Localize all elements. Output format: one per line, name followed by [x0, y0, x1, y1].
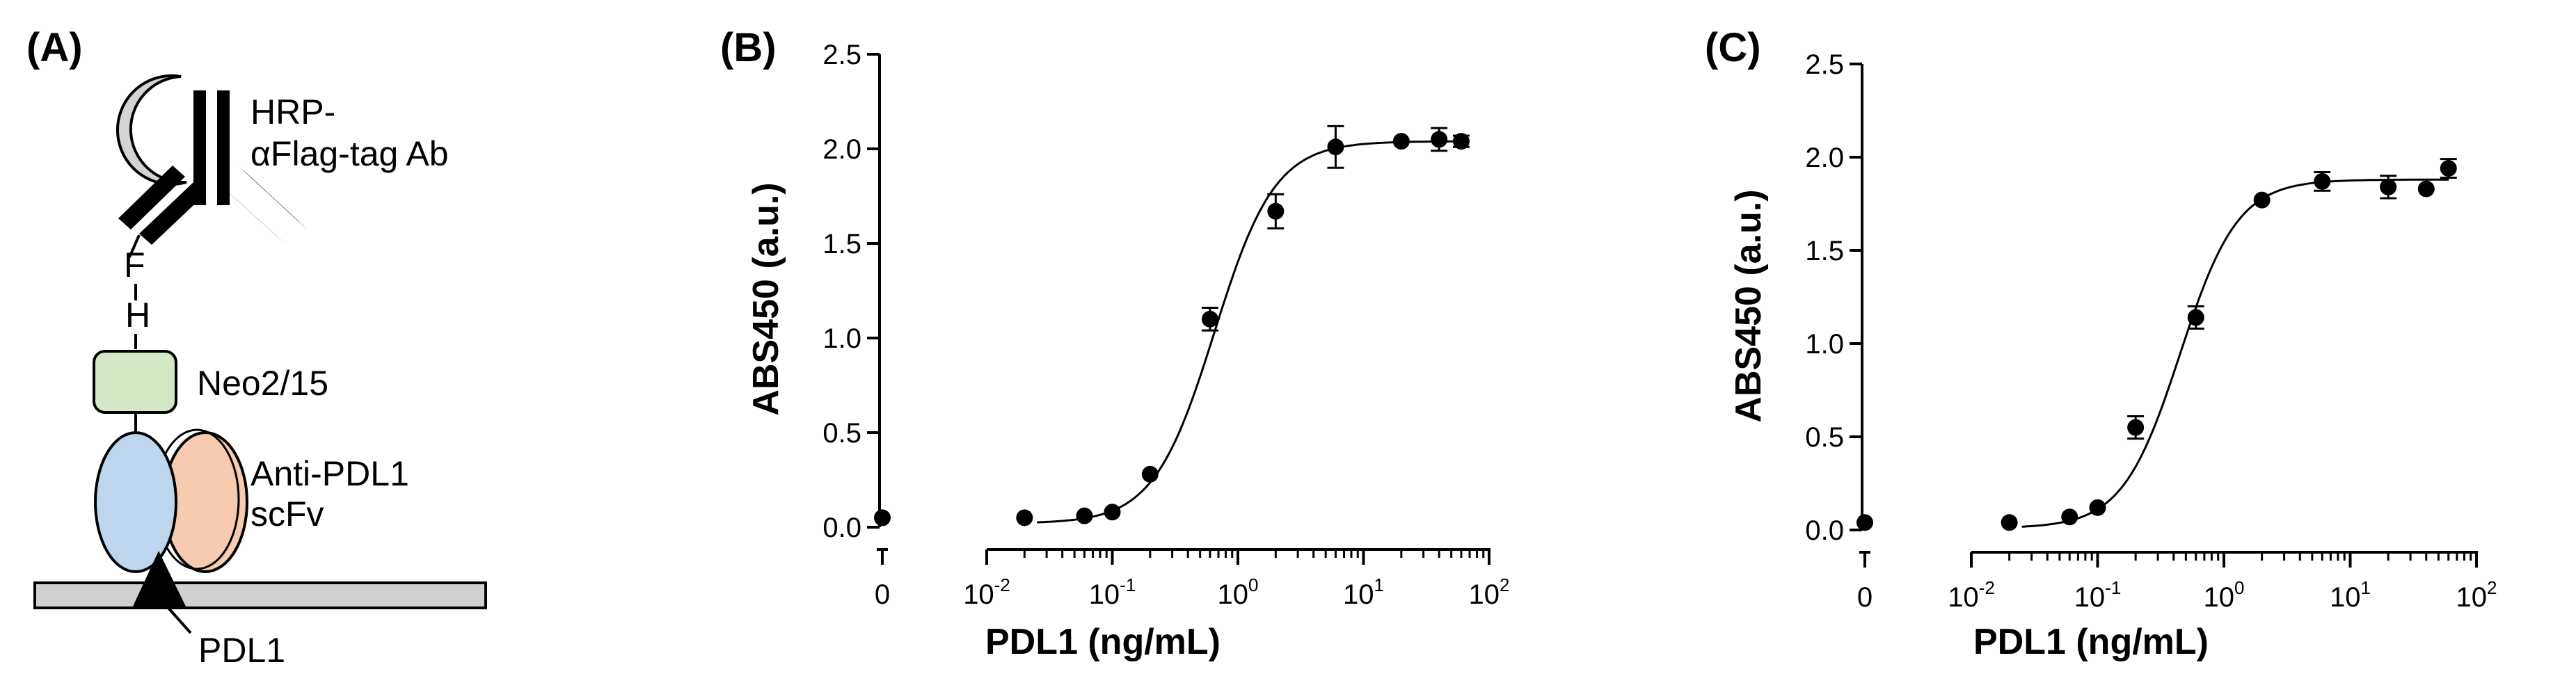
y-tick-label: 0.5 [822, 418, 861, 449]
data-point [2253, 191, 2271, 209]
x-tick-label: 0 [875, 579, 890, 610]
neo-label: Neo2/15 [197, 364, 328, 403]
tag-f-label: F [124, 246, 145, 284]
x-tick-label: 10-2 [963, 574, 1010, 610]
data-point [2314, 172, 2331, 190]
y-tick-label: 0.5 [1805, 422, 1844, 453]
pdl1-triangle-icon [132, 551, 186, 608]
data-point [1392, 133, 1410, 150]
schematic-panel: (A) HRP- αFlag-tag Ab F H Neo2/15 Anti-P… [26, 25, 487, 670]
x-axis-title: PDL1 (ng/mL) [1973, 622, 2209, 662]
scfv-label-1: Anti-PDL1 [251, 454, 409, 493]
data-point [1104, 504, 1121, 521]
x-tick-label: 101 [1343, 574, 1384, 610]
data-points-group [874, 124, 1470, 527]
data-point [2417, 180, 2435, 198]
antibody-label-1: HRP- [251, 93, 335, 131]
axes: 0.0 0.5 1.0 1.5 2.0 2.5 0 10-2 10-1 100 101 102 [1805, 49, 2497, 613]
surface-bar [33, 581, 487, 609]
pdl1-label: PDL1 [198, 631, 285, 670]
data-point [2127, 419, 2145, 436]
panel-label-a: (A) [26, 25, 83, 70]
y-tick-label: 1.5 [822, 229, 861, 259]
x-tick-label: 0 [1857, 582, 1873, 613]
data-point [1141, 465, 1159, 483]
x-tick-label: 102 [1469, 574, 1510, 610]
tag-h-label: H [125, 296, 150, 335]
fit-curve [2021, 178, 2449, 528]
y-tick-label: 2.0 [1805, 143, 1844, 173]
x-axis-title: PDL1 (ng/mL) [985, 622, 1221, 662]
y-tick-label: 1.5 [1805, 236, 1844, 266]
axes: 0.0 0.5 1.0 1.5 2.0 2.5 0 10-2 10-1 100 101 102 [822, 40, 1509, 610]
y-tick-label: 0.0 [1805, 515, 1844, 546]
y-axis-title: ABS450 (a.u.) [1728, 189, 1769, 422]
x-tick-label: 100 [2204, 577, 2245, 613]
neo-box [93, 350, 177, 414]
data-point [2061, 508, 2078, 526]
data-point [1076, 507, 1093, 524]
data-points-group [1857, 158, 2457, 531]
fit-curve-group [2021, 178, 2449, 528]
y-tick-label: 1.0 [822, 323, 861, 354]
data-point [1327, 138, 1344, 156]
data-point [874, 509, 891, 527]
panel-label-b: (B) [720, 25, 777, 70]
x-tick-label: 102 [2456, 577, 2497, 613]
x-tick-label: 10-1 [2074, 577, 2122, 613]
linker-line [128, 234, 141, 258]
pdl1-pointer-line [166, 605, 192, 634]
data-point [1267, 202, 1285, 220]
data-point [2089, 499, 2106, 516]
antibody-label-2: αFlag-tag Ab [251, 134, 449, 173]
data-point [1452, 133, 1470, 150]
data-point [1016, 509, 1033, 527]
data-point [1431, 131, 1448, 148]
y-tick-label: 1.0 [1805, 329, 1844, 360]
y-tick-label: 2.5 [1805, 49, 1844, 80]
y-axis-title: ABS450 (a.u.) [746, 182, 786, 415]
data-point [2380, 178, 2397, 195]
data-point [2001, 514, 2018, 531]
chart-b: (B) ABS450 (a.u.) PDL1 (ng/mL) 0.0 0.5 1.0… [720, 25, 1509, 662]
fit-curve-group [1037, 140, 1462, 524]
antibody-icon [118, 90, 308, 245]
panel-label-c: (C) [1705, 25, 1761, 70]
x-tick-label: 10-1 [1089, 574, 1136, 610]
data-point [2187, 309, 2204, 326]
y-tick-label: 0.0 [822, 513, 861, 543]
fit-curve [1037, 140, 1462, 524]
x-tick-label: 10-2 [1948, 577, 1995, 613]
scfv-label-2: scFv [251, 495, 324, 533]
data-point [1857, 514, 1873, 531]
chart-c: (C) ABS450 (a.u.) PDL1 (ng/mL) 0.0 0.5 1.0… [1705, 25, 2497, 662]
x-tick-label: 100 [1218, 574, 1259, 610]
hrp-moon-icon [116, 74, 187, 186]
y-tick-label: 2.5 [822, 40, 861, 70]
data-point [2440, 160, 2457, 177]
data-point [1201, 310, 1218, 328]
scfv-vh-domain [94, 431, 177, 573]
x-tick-label: 101 [2330, 577, 2371, 613]
y-tick-label: 2.0 [822, 134, 861, 165]
